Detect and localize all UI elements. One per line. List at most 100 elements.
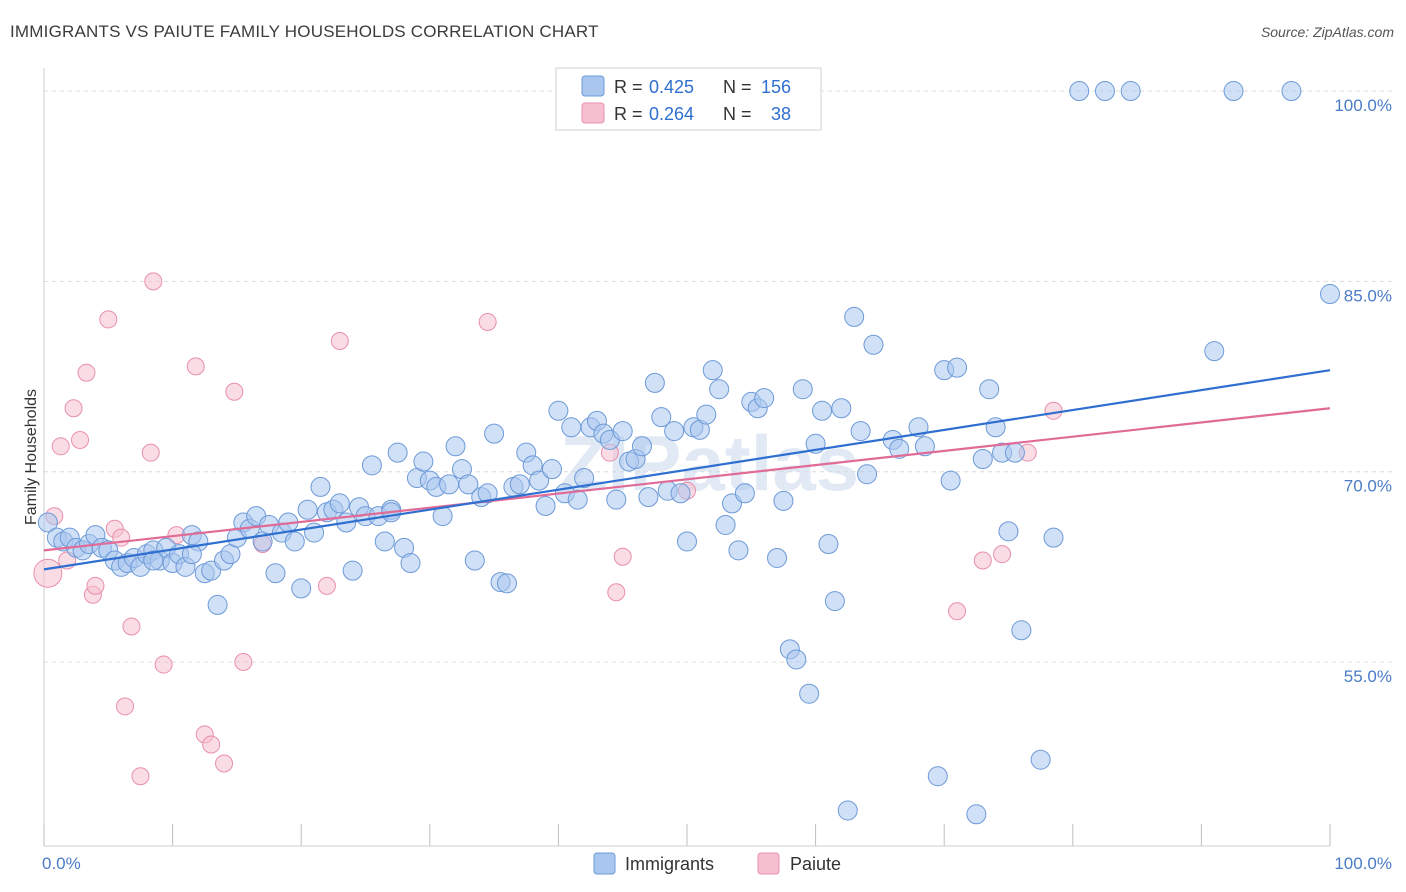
bottom-legend-swatch-paiute xyxy=(757,852,780,875)
immigrants-point xyxy=(972,449,993,469)
paiute-point xyxy=(973,551,992,570)
y-axis-label: Family Households xyxy=(23,389,40,525)
top-legend: R = 0.425 N = 156 R = 0.264 N = 38 xyxy=(555,67,822,131)
paiute-point xyxy=(71,430,90,449)
paiute-point xyxy=(613,547,632,566)
immigrants-point xyxy=(863,334,884,355)
bottom-legend: Immigrants Paiute xyxy=(593,852,841,875)
immigrants-point xyxy=(284,531,305,552)
immigrants-point xyxy=(606,489,627,510)
immigrants-points xyxy=(37,81,1340,825)
immigrants-point xyxy=(1011,620,1032,641)
immigrants-point xyxy=(361,455,382,476)
immigrants-point xyxy=(1320,284,1340,305)
immigrants-point xyxy=(535,495,556,516)
immigrants-point xyxy=(631,436,652,457)
immigrants-point xyxy=(574,468,595,489)
immigrants-point xyxy=(400,553,421,574)
paiute-point xyxy=(234,653,253,672)
immigrants-point xyxy=(644,372,665,393)
paiute-point xyxy=(122,617,141,636)
immigrants-point xyxy=(799,683,820,704)
immigrants-point xyxy=(374,531,395,552)
immigrants-point xyxy=(612,421,633,442)
legend-immigrants-n-value: 156 xyxy=(761,77,791,97)
immigrants-point xyxy=(1204,341,1225,362)
immigrants-point xyxy=(458,474,479,495)
paiute-point xyxy=(33,558,63,588)
immigrants-point xyxy=(702,360,723,381)
paiute-point xyxy=(116,697,135,716)
immigrants-point xyxy=(715,514,736,535)
paiute-point xyxy=(1044,401,1063,420)
immigrants-point xyxy=(638,487,659,508)
immigrants-point xyxy=(966,804,987,825)
paiute-point xyxy=(186,357,205,376)
paiute-point xyxy=(215,754,234,773)
legend-paiute-r-value: 0.264 xyxy=(649,104,694,124)
legend-paiute-n-value: 38 xyxy=(771,104,791,124)
paiute-point xyxy=(948,602,967,621)
immigrants-point xyxy=(767,547,788,568)
immigrants-point xyxy=(940,470,961,491)
immigrants-point xyxy=(677,531,697,552)
immigrants-point xyxy=(927,766,948,787)
immigrants-point xyxy=(561,417,582,438)
immigrants-point xyxy=(844,306,865,327)
immigrants-point xyxy=(143,550,164,571)
immigrants-point xyxy=(1030,749,1051,770)
immigrants-point xyxy=(291,578,312,599)
immigrants-point xyxy=(979,379,1000,400)
x-tick-label-start: 0.0% xyxy=(42,854,81,873)
immigrants-point xyxy=(908,417,929,438)
bottom-legend-swatch-immigrants xyxy=(593,852,616,875)
immigrants-point xyxy=(509,474,530,495)
paiute-point xyxy=(330,331,349,350)
immigrants-point xyxy=(754,388,775,409)
immigrants-point xyxy=(548,400,569,421)
immigrants-point xyxy=(837,800,858,821)
immigrants-point xyxy=(464,550,485,571)
y-tick-label: 85.0% xyxy=(1344,286,1392,305)
immigrants-point xyxy=(850,421,871,442)
immigrants-point xyxy=(567,489,588,510)
paiute-point xyxy=(99,310,118,329)
immigrants-point xyxy=(541,459,562,480)
immigrants-point xyxy=(496,573,517,594)
immigrants-point xyxy=(664,421,685,442)
paiute-point xyxy=(131,767,150,786)
immigrants-point xyxy=(728,540,749,561)
immigrants-point xyxy=(477,483,498,504)
immigrants-point xyxy=(1094,81,1115,102)
immigrants-point xyxy=(297,499,318,520)
legend-paiute-r-label: R = xyxy=(614,104,643,124)
immigrants-point xyxy=(1120,81,1141,102)
y-tick-label: 70.0% xyxy=(1344,477,1392,496)
immigrants-point xyxy=(824,591,845,612)
chart-title: IMMIGRANTS VS PAIUTE FAMILY HOUSEHOLDS C… xyxy=(10,22,599,41)
immigrants-point xyxy=(947,357,968,378)
immigrants-point xyxy=(734,483,755,504)
immigrants-point xyxy=(310,476,331,497)
bottom-legend-paiute: Paiute xyxy=(790,854,841,874)
immigrants-point xyxy=(831,398,852,419)
immigrants-point xyxy=(181,544,202,565)
immigrants-point xyxy=(1043,527,1064,548)
immigrants-point xyxy=(786,649,807,670)
immigrants-point xyxy=(998,521,1019,542)
immigrants-point xyxy=(773,490,794,511)
legend-immigrants-r-value: 0.425 xyxy=(649,77,694,97)
paiute-points xyxy=(33,272,1063,786)
axes xyxy=(43,68,1331,847)
x-tick-label-end: 100.0% xyxy=(1334,854,1392,873)
immigrants-point xyxy=(670,483,691,504)
immigrants-point xyxy=(439,474,460,495)
paiute-point xyxy=(202,735,221,754)
paiute-point xyxy=(317,576,336,595)
y-tick-label: 100.0% xyxy=(1334,96,1392,115)
legend-immigrants-n-label: N = xyxy=(723,77,752,97)
legend-immigrants-r-label: R = xyxy=(614,77,643,97)
immigrants-point xyxy=(37,512,58,533)
immigrants-point xyxy=(1281,81,1302,102)
